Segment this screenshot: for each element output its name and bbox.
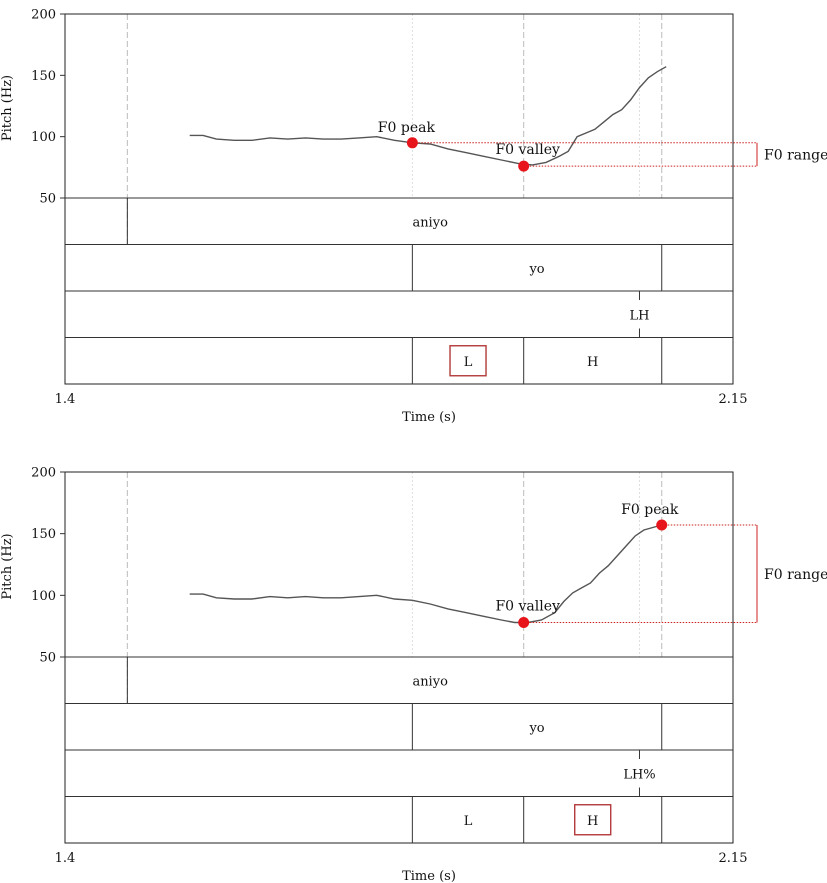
y-tick-label: 150 [31,527,56,542]
tone-highlight-box [574,804,612,836]
y-tick-label: 100 [31,589,56,604]
y-tick-label: 100 [31,130,56,145]
panel-top: 50 100 150 200 Pitch (Hz) 1.4 2.15 Time (s) aniy… [0,8,827,426]
peak-label: F0 peak [621,502,679,518]
valley-label: F0 valley [495,598,560,614]
y-tick-label: 200 [31,466,56,481]
range-label: F0 range [764,147,827,163]
pitch-contour [189,524,662,624]
interval-label: L [464,814,473,829]
peak-label: F0 peak [378,120,436,136]
valley-marker [518,616,530,628]
y-tick-label: 50 [39,192,56,207]
point-label: LH% [623,767,655,782]
interval-label: H [587,355,598,370]
y-tick-label: 50 [39,651,56,666]
pitch-contour [189,66,667,166]
x-axis-title: Time (s) [402,869,456,883]
interval-label: yo [528,721,544,736]
interval-label: yo [528,262,544,277]
y-axis-title: Pitch (Hz) [0,75,15,141]
x-tick-label: 2.15 [719,392,748,407]
tone-highlight-box [449,345,487,377]
range-label: F0 range [764,567,827,583]
valley-label: F0 valley [495,142,560,158]
x-axis-title: Time (s) [402,410,456,425]
x-tick-label: 1.4 [55,851,76,866]
y-tick-label: 200 [31,8,56,23]
x-tick-label: 2.15 [719,851,748,866]
x-tick-label: 1.4 [55,392,76,407]
interval-label: aniyo [412,674,448,689]
plot-frame [64,13,734,385]
y-axis-title: Pitch (Hz) [0,533,15,599]
y-tick-label: 150 [31,69,56,84]
interval-label: L [464,355,473,370]
interval-label: H [587,814,598,829]
peak-marker [656,519,668,531]
interval-label: aniyo [412,215,448,230]
point-label: LH [629,308,649,323]
valley-marker [518,160,530,172]
panel-bottom: 50 100 150 200 Pitch (Hz) 1.4 2.15 Time (s) aniy… [0,466,827,883]
peak-marker [406,137,418,149]
